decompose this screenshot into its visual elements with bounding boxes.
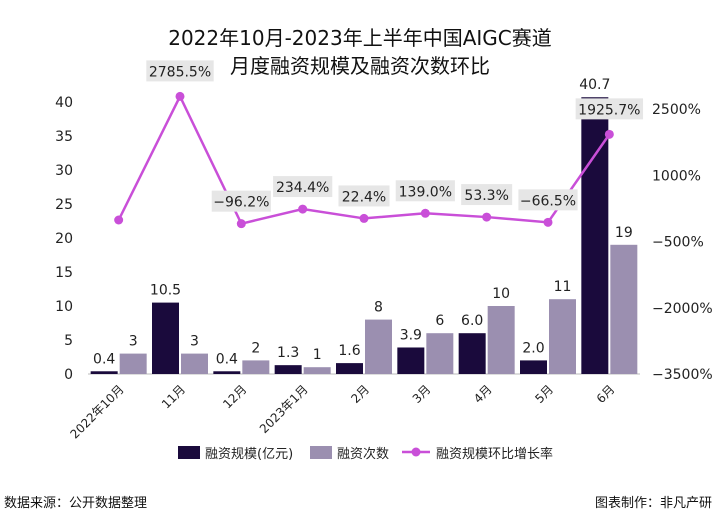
bar-financing-amount bbox=[458, 333, 486, 374]
legend-label-financing-amount: 融资规模(亿元) bbox=[205, 447, 293, 462]
legend-swatch-financing-amount bbox=[178, 446, 200, 459]
bar-financing-count bbox=[181, 353, 208, 374]
bar-financing-count bbox=[487, 306, 515, 374]
bar-financing-count bbox=[242, 360, 270, 374]
y-right-tick-label: −500% bbox=[652, 235, 704, 251]
y-right-tick-label: 2500% bbox=[652, 102, 701, 118]
x-tick-label: 3月 bbox=[410, 382, 434, 406]
x-tick-label: 6月 bbox=[594, 382, 618, 406]
x-tick-label: 11月 bbox=[159, 382, 188, 411]
bar-label-financing-count: 3 bbox=[129, 334, 138, 350]
bar-label-financing-count: 1 bbox=[313, 347, 322, 363]
line-point-growth-rate bbox=[604, 129, 614, 139]
line-label-box bbox=[273, 176, 333, 198]
line-label-growth-rate: −66.5% bbox=[520, 193, 576, 209]
data-source-note: 数据来源：公开数据整理 bbox=[4, 496, 148, 511]
line-point-growth-rate bbox=[543, 217, 553, 227]
bar-financing-amount bbox=[90, 371, 118, 374]
bar-label-financing-amount: 10.5 bbox=[150, 283, 181, 299]
bar-financing-count bbox=[365, 319, 392, 374]
y-left-tick-label: 40 bbox=[55, 95, 73, 111]
bar-label-financing-count: 3 bbox=[190, 334, 199, 350]
legend-label-financing-count: 融资次数 bbox=[337, 446, 389, 462]
bar-label-financing-amount: 1.6 bbox=[338, 343, 360, 359]
bar-financing-amount bbox=[520, 360, 547, 374]
bar-label-financing-count: 10 bbox=[492, 286, 510, 302]
line-label-growth-rate: 2785.5% bbox=[149, 64, 211, 80]
bar-financing-count bbox=[610, 244, 638, 374]
bar-financing-count bbox=[119, 353, 147, 374]
line-label-growth-rate: −96.2% bbox=[213, 195, 269, 211]
y-right-tick-label: 1000% bbox=[652, 168, 701, 184]
bar-financing-amount bbox=[274, 365, 302, 374]
line-label-box bbox=[461, 184, 513, 206]
x-tick-label: 2月 bbox=[348, 382, 372, 406]
bar-label-financing-amount: 1.3 bbox=[277, 345, 299, 361]
line-point-growth-rate bbox=[175, 91, 185, 101]
y-right-tick-label: −2000% bbox=[652, 301, 713, 317]
bar-financing-amount bbox=[152, 302, 179, 374]
line-label-growth-rate: 22.4% bbox=[342, 189, 386, 205]
line-point-growth-rate bbox=[359, 213, 369, 223]
line-label-box bbox=[211, 190, 271, 212]
legend-swatch-financing-count bbox=[310, 446, 332, 459]
line-point-growth-rate bbox=[420, 208, 430, 218]
line-label-box bbox=[518, 189, 578, 211]
line-point-growth-rate bbox=[482, 212, 492, 222]
x-tick-label: 4月 bbox=[471, 382, 495, 406]
line-point-growth-rate bbox=[298, 204, 308, 214]
line-label-growth-rate: 53.3% bbox=[464, 188, 508, 204]
x-tick-label: 2023年1月 bbox=[257, 382, 311, 436]
line-point-growth-rate bbox=[236, 219, 246, 229]
bar-label-financing-amount: 6.0 bbox=[461, 313, 483, 329]
x-tick-label: 5月 bbox=[532, 382, 556, 406]
bar-label-financing-count: 6 bbox=[435, 313, 444, 329]
bar-label-financing-count: 19 bbox=[615, 225, 633, 241]
y-left-tick-label: 25 bbox=[55, 197, 73, 213]
bar-label-financing-count: 8 bbox=[374, 300, 383, 316]
footer: 数据来源：公开数据整理 图表制作：非凡产研 bbox=[0, 492, 720, 514]
legend-label-growth-rate: 融资规模环比增长率 bbox=[436, 446, 553, 462]
bar-label-financing-amount: 3.9 bbox=[400, 327, 422, 343]
y-left-tick-label: 0 bbox=[64, 367, 73, 383]
bar-financing-count bbox=[303, 367, 331, 374]
bar-label-financing-count: 2 bbox=[251, 340, 260, 356]
y-right-tick-label: −3500% bbox=[652, 367, 713, 383]
y-left-tick-label: 10 bbox=[55, 299, 73, 315]
bar-label-financing-amount: 2.0 bbox=[522, 340, 544, 356]
y-left-tick-label: 35 bbox=[55, 129, 73, 145]
chart-title-line-2: 月度融资规模及融资次数环比 bbox=[230, 54, 490, 78]
line-label-growth-rate: 139.0% bbox=[399, 184, 452, 200]
chart-credit-note: 图表制作：非凡产研 bbox=[594, 496, 712, 511]
line-label-growth-rate: 234.4% bbox=[276, 180, 329, 196]
chart-title-line-1: 2022年10月-2023年上半年中国AIGC赛道 bbox=[168, 26, 552, 50]
line-label-box bbox=[146, 60, 214, 82]
y-left-tick-label: 5 bbox=[64, 333, 73, 349]
bar-financing-count bbox=[549, 299, 576, 374]
x-tick-label: 2022年10月 bbox=[68, 382, 127, 441]
y-left-tick-label: 30 bbox=[55, 163, 73, 179]
bar-financing-amount bbox=[581, 97, 609, 375]
line-label-box bbox=[395, 180, 455, 202]
line-label-box bbox=[575, 98, 644, 120]
line-label-growth-rate: 1925.7% bbox=[578, 102, 640, 118]
legend-marker-growth-rate bbox=[411, 447, 421, 457]
bar-financing-amount bbox=[213, 371, 241, 374]
bar-label-financing-count: 11 bbox=[554, 279, 572, 295]
bar-financing-amount bbox=[336, 363, 363, 374]
bar-label-financing-amount: 40.7 bbox=[579, 77, 610, 93]
bar-label-financing-amount: 0.4 bbox=[93, 351, 115, 367]
line-point-growth-rate bbox=[114, 215, 124, 225]
y-left-tick-label: 15 bbox=[55, 265, 73, 281]
x-tick-label: 12月 bbox=[220, 382, 249, 411]
y-left-tick-label: 20 bbox=[55, 231, 73, 247]
bar-financing-count bbox=[426, 333, 454, 374]
line-label-box bbox=[338, 185, 390, 207]
bar-financing-amount bbox=[397, 347, 425, 374]
bar-label-financing-amount: 0.4 bbox=[216, 351, 238, 367]
